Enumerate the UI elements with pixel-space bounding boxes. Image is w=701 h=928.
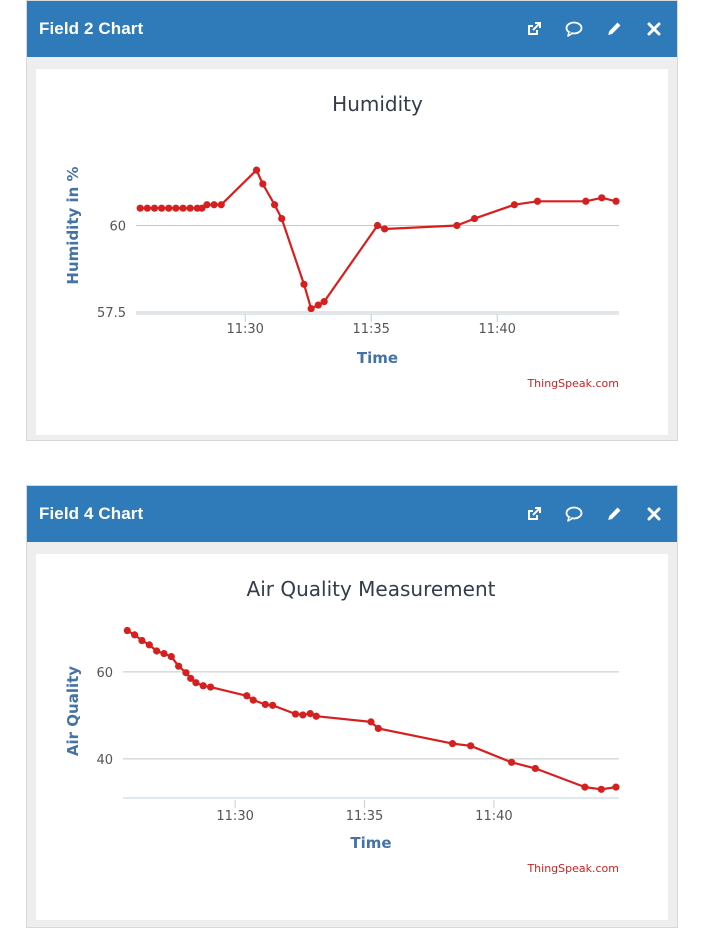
- data-point: [582, 197, 590, 205]
- humidity-chart: Humidity 57.5 60 11:30 11:35 11:40 Time Humidit…: [64, 92, 620, 390]
- data-point: [198, 204, 206, 212]
- y-tick-label: 60: [96, 666, 113, 681]
- data-point: [259, 180, 267, 188]
- panel-header: Field 4 Chart: [27, 486, 677, 542]
- data-point: [314, 301, 322, 309]
- close-icon[interactable]: [645, 20, 663, 38]
- comment-icon[interactable]: [565, 505, 583, 523]
- chart-title: Air Quality Measurement: [247, 577, 496, 601]
- y-tick-label: 40: [96, 753, 113, 768]
- x-tick-label: 11:30: [216, 809, 253, 824]
- data-point: [172, 204, 180, 212]
- data-point: [261, 700, 269, 709]
- x-tick-label: 11:30: [226, 322, 263, 337]
- x-tick-label: 11:35: [352, 322, 389, 337]
- data-point: [150, 204, 159, 212]
- data-point: [131, 631, 139, 639]
- panel-title: Field 4 Chart: [39, 504, 144, 523]
- panel-toolbar: [525, 505, 663, 523]
- data-point: [291, 710, 300, 718]
- data-point: [182, 669, 190, 677]
- data-point: [510, 201, 519, 209]
- data-point: [123, 626, 131, 635]
- data-point: [533, 197, 542, 205]
- data-point: [206, 683, 215, 691]
- external-link-icon[interactable]: [525, 20, 543, 38]
- data-point: [598, 194, 606, 202]
- data-point: [249, 696, 257, 704]
- data-point: [467, 742, 475, 750]
- comment-icon[interactable]: [565, 20, 583, 38]
- x-axis-title: Time: [357, 349, 398, 367]
- data-point: [210, 201, 218, 209]
- chart-title: Humidity: [332, 92, 423, 116]
- pencil-icon[interactable]: [605, 505, 623, 523]
- data-point: [374, 724, 382, 732]
- data-point: [597, 785, 605, 793]
- data-point: [145, 641, 153, 649]
- air-quality-chart: Air Quality Measurement 40 60 11:30 11:35 11:…: [64, 577, 620, 875]
- data-point: [203, 201, 211, 209]
- data-point: [508, 758, 516, 766]
- y-axis-title: Humidity in %: [64, 166, 82, 284]
- data-point: [179, 204, 187, 212]
- chart-area: Humidity 57.5 60 11:30 11:35 11:40 Time Humidit…: [36, 69, 668, 435]
- data-point: [381, 225, 389, 233]
- data-point: [581, 783, 589, 791]
- close-icon[interactable]: [645, 505, 663, 523]
- chart-panel-field-4: Field 4 Chart Air Quality Measurement 40 6…: [26, 485, 678, 928]
- data-point: [138, 636, 146, 645]
- data-point: [299, 711, 307, 719]
- data-point: [453, 221, 461, 230]
- x-tick-label: 11:40: [475, 809, 512, 824]
- data-point: [252, 166, 261, 174]
- data-point: [217, 201, 225, 209]
- data-point: [300, 280, 308, 288]
- pencil-icon[interactable]: [605, 20, 623, 38]
- series-line: [140, 168, 617, 310]
- data-point: [186, 204, 194, 212]
- data-point: [199, 682, 207, 690]
- data-point: [269, 701, 277, 709]
- data-point: [312, 712, 320, 720]
- x-tick-label: 11:40: [478, 322, 515, 337]
- data-point: [470, 214, 479, 223]
- data-point: [278, 214, 286, 223]
- credit-label: ThingSpeak.com: [526, 862, 619, 875]
- series-line: [126, 629, 617, 791]
- data-point: [320, 298, 328, 306]
- data-point: [143, 204, 151, 212]
- data-point: [612, 197, 620, 205]
- data-point: [187, 674, 195, 682]
- credit-label: ThingSpeak.com: [526, 377, 619, 390]
- data-point: [271, 201, 279, 209]
- panel-title: Field 2 Chart: [39, 19, 144, 38]
- x-tick-label: 11:35: [346, 809, 383, 824]
- data-point: [306, 710, 314, 718]
- data-point: [175, 662, 183, 670]
- data-point: [448, 740, 457, 748]
- chart-area: Air Quality Measurement 40 60 11:30 11:35 11:…: [36, 554, 668, 920]
- data-point: [192, 679, 200, 687]
- data-point: [153, 647, 161, 655]
- y-tick-label: 57.5: [97, 306, 126, 321]
- data-point: [243, 692, 251, 700]
- data-point: [165, 204, 173, 212]
- data-point: [612, 783, 620, 791]
- panel-toolbar: [525, 20, 663, 38]
- y-tick-label: 60: [109, 220, 126, 235]
- x-axis-title: Time: [350, 834, 391, 852]
- data-point: [136, 204, 144, 212]
- panel-header: Field 2 Chart: [27, 1, 677, 57]
- chart-panel-field-2: Field 2 Chart Humidity 57.5 60 11:30 11:35 11…: [26, 0, 678, 441]
- data-point: [307, 304, 315, 313]
- data-point: [373, 221, 382, 230]
- data-point: [160, 649, 168, 658]
- data-point: [367, 718, 375, 726]
- data-point: [531, 764, 539, 773]
- data-point: [158, 204, 166, 212]
- y-axis-title: Air Quality: [64, 666, 82, 756]
- data-point: [167, 653, 175, 661]
- external-link-icon[interactable]: [525, 505, 543, 523]
